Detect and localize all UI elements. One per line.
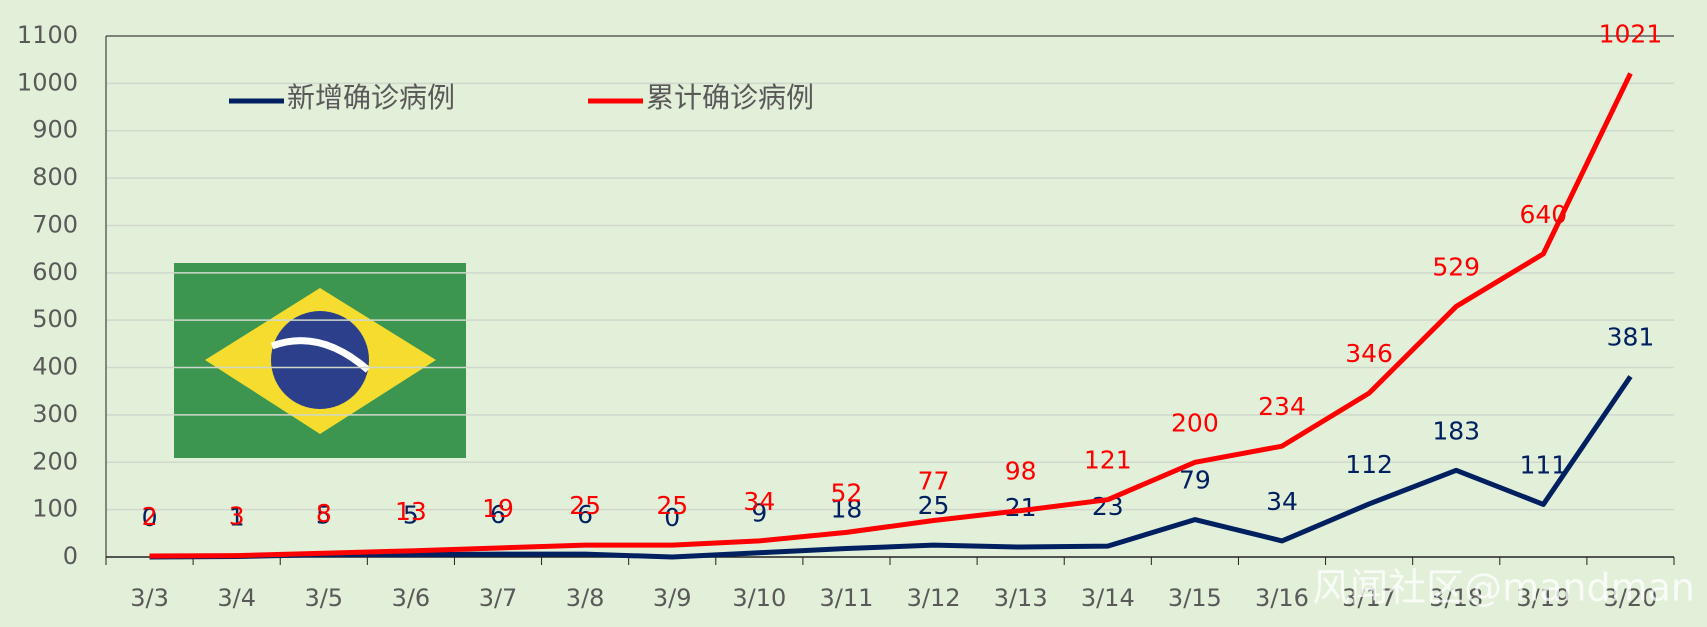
y-tick-label: 300 — [32, 400, 78, 428]
series-line — [149, 72, 1633, 559]
x-tick-label: 3/8 — [566, 584, 605, 612]
x-tick-label: 3/19 — [1516, 584, 1570, 612]
data-label: 234 — [1258, 392, 1306, 421]
x-tick-label: 3/15 — [1168, 584, 1222, 612]
data-label: 0 — [664, 503, 680, 532]
x-tick-label: 3/18 — [1429, 584, 1483, 612]
watermark: 风闻社区@mandman — [1312, 566, 1695, 610]
legend-label: 累计确诊病例 — [646, 81, 814, 114]
x-tick-label: 3/12 — [907, 584, 961, 612]
y-tick-label: 0 — [63, 542, 78, 570]
data-label: 5 — [316, 501, 332, 530]
data-label: 529 — [1432, 252, 1480, 281]
data-label: 25 — [656, 491, 688, 520]
data-label: 19 — [482, 494, 514, 523]
data-label: 13 — [395, 497, 427, 526]
series-line — [149, 375, 1633, 560]
y-tick-label: 700 — [32, 210, 78, 238]
y-tick-label: 1100 — [17, 21, 78, 49]
data-label: 200 — [1171, 408, 1219, 437]
data-label: 111 — [1519, 450, 1567, 479]
x-tick-label: 3/5 — [304, 584, 343, 612]
x-tick-label: 3/14 — [1081, 584, 1135, 612]
y-tick-label: 600 — [32, 258, 78, 286]
data-label: 98 — [1005, 457, 1037, 486]
data-label: 346 — [1345, 339, 1393, 368]
data-label: 9 — [751, 499, 767, 528]
data-label: 183 — [1432, 416, 1480, 445]
data-label: 5 — [403, 501, 419, 530]
y-tick-label: 500 — [32, 305, 78, 333]
data-label: 18 — [831, 494, 863, 523]
data-label: 34 — [1266, 487, 1298, 516]
data-label: 6 — [490, 500, 506, 529]
x-tick-label: 3/7 — [479, 584, 518, 612]
data-label: 25 — [569, 491, 601, 520]
data-label: 0 — [142, 503, 158, 532]
data-label: 1 — [229, 503, 245, 532]
x-tick-label: 3/3 — [130, 584, 169, 612]
data-label: 112 — [1345, 450, 1393, 479]
data-label: 2 — [142, 502, 158, 531]
data-label: 8 — [316, 499, 332, 528]
y-tick-label: 1000 — [17, 68, 78, 96]
data-label: 381 — [1607, 323, 1655, 352]
data-label: 25 — [918, 491, 950, 520]
x-tick-label: 3/13 — [994, 584, 1048, 612]
y-tick-label: 900 — [32, 116, 78, 144]
data-label: 3 — [229, 502, 245, 531]
data-label: 121 — [1084, 446, 1132, 475]
data-label: 1021 — [1599, 19, 1663, 48]
x-tick-label: 3/20 — [1603, 584, 1657, 612]
x-tick-label: 3/9 — [653, 584, 692, 612]
x-tick-label: 3/6 — [392, 584, 431, 612]
y-tick-label: 100 — [32, 495, 78, 523]
x-tick-label: 3/17 — [1342, 584, 1396, 612]
data-label: 6 — [577, 500, 593, 529]
data-label: 79 — [1179, 466, 1211, 495]
data-label: 640 — [1519, 200, 1567, 229]
y-tick-label: 200 — [32, 447, 78, 475]
legend-label: 新增确诊病例 — [287, 81, 455, 114]
data-label: 52 — [831, 478, 863, 507]
data-label: 77 — [918, 467, 950, 496]
brazil-flag — [174, 263, 466, 458]
y-tick-label: 400 — [32, 353, 78, 381]
y-tick-label: 800 — [32, 163, 78, 191]
x-tick-label: 3/10 — [732, 584, 786, 612]
x-tick-label: 3/4 — [217, 584, 256, 612]
x-tick-label: 3/11 — [819, 584, 873, 612]
data-label: 34 — [743, 487, 775, 516]
x-tick-label: 3/16 — [1255, 584, 1309, 612]
